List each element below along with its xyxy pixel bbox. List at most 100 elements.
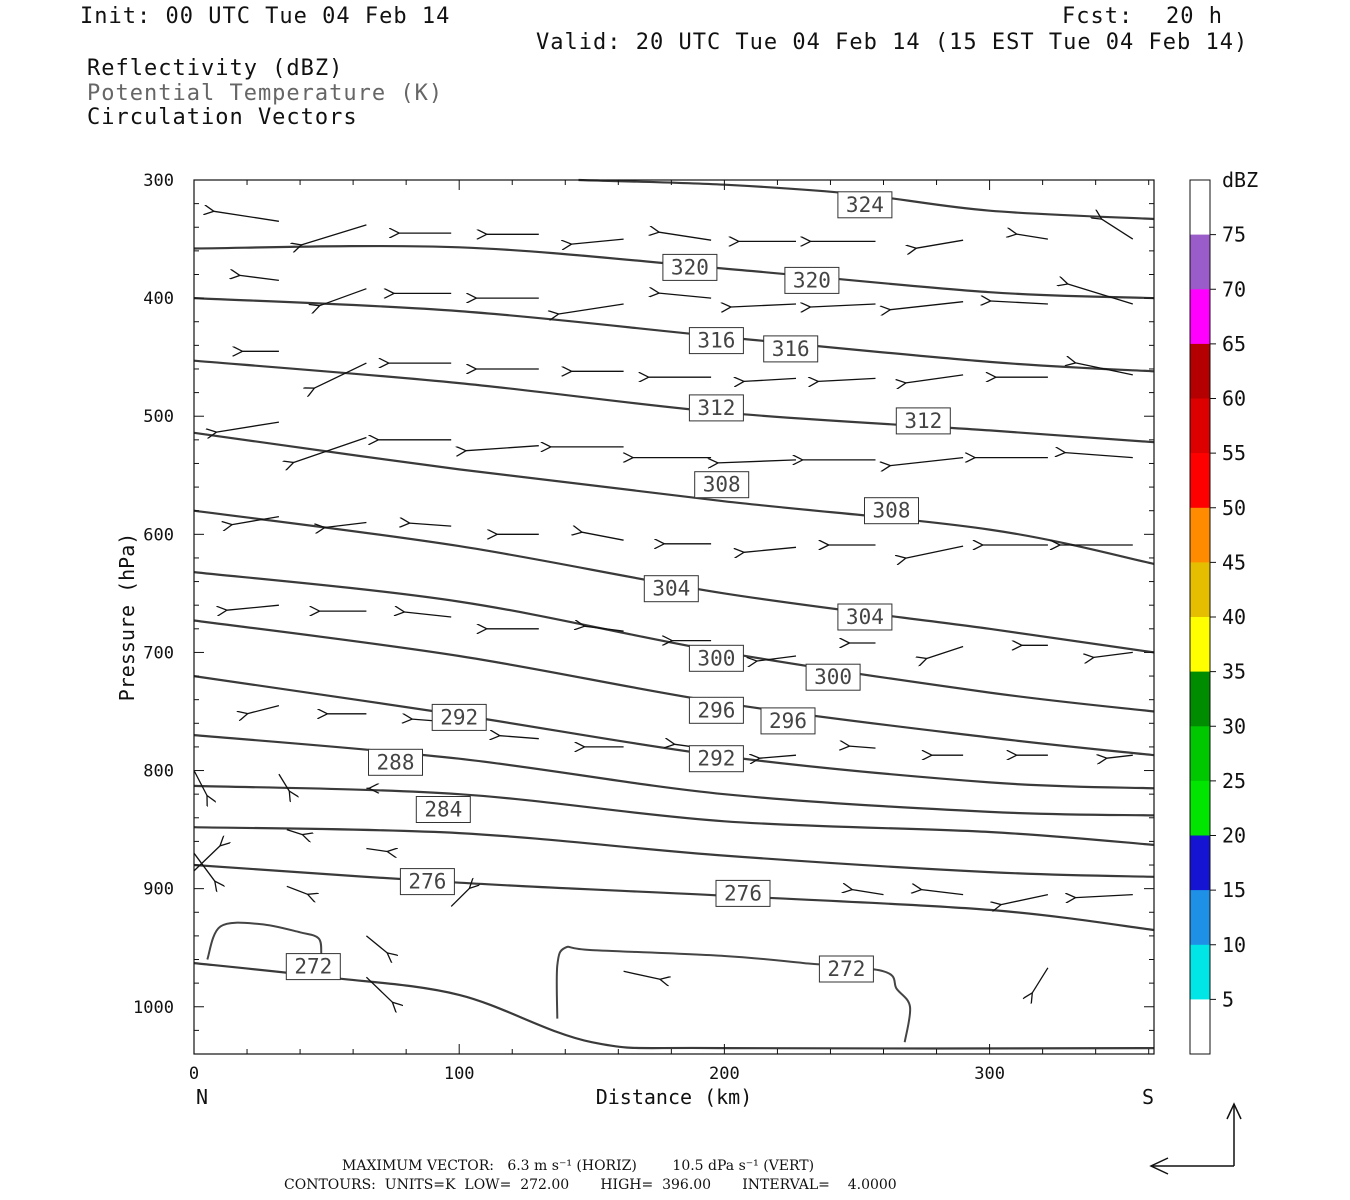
circulation-vector xyxy=(991,301,1048,304)
x-tick-label: 300 xyxy=(974,1064,1005,1084)
contour-label: 308 xyxy=(703,473,741,497)
colorbar-label: 50 xyxy=(1222,496,1246,520)
circulation-vectors xyxy=(193,211,1134,1002)
colorbar-title: dBZ xyxy=(1222,168,1258,192)
circulation-vector xyxy=(450,888,469,907)
circulation-vector xyxy=(916,239,964,248)
contour-label: 312 xyxy=(697,396,735,420)
contour-label-box xyxy=(837,603,893,631)
circulation-vector xyxy=(1076,895,1133,898)
circulation-vector xyxy=(1107,755,1133,758)
contour-label-box xyxy=(688,394,744,422)
circulation-vector xyxy=(760,755,797,758)
contour-label-box xyxy=(688,696,744,724)
x-right-label: S xyxy=(1142,1085,1154,1109)
colorbar-label: 35 xyxy=(1222,660,1246,684)
fcst-label: Fcst: xyxy=(1062,4,1134,29)
circulation-vector xyxy=(294,436,367,463)
colorbar-label: 55 xyxy=(1222,441,1246,465)
colorbar-segment xyxy=(1190,780,1210,836)
x-tick-label: 100 xyxy=(444,1064,475,1084)
contour-label: 320 xyxy=(671,255,709,279)
circulation-vector xyxy=(850,746,876,748)
field-vectors: Circulation Vectors xyxy=(87,105,358,130)
contour-label: 284 xyxy=(424,798,462,822)
x-axis-title: Distance (km) xyxy=(596,1085,753,1109)
circulation-vector xyxy=(623,970,660,979)
circulation-vector xyxy=(890,301,964,310)
circulation-vector xyxy=(286,828,303,835)
contour-label: 316 xyxy=(697,329,735,353)
theta-contours xyxy=(193,178,1155,1050)
circulation-vector xyxy=(320,288,367,306)
colorbar-label: 20 xyxy=(1222,824,1246,848)
circulation-vector xyxy=(1032,967,1049,993)
colorbar-segment xyxy=(1190,835,1210,891)
theta-contour-276 xyxy=(193,863,1155,932)
circulation-vector xyxy=(659,232,712,241)
circulation-vector xyxy=(193,770,207,796)
contour-label-box xyxy=(368,748,423,776)
colorbar-label: 75 xyxy=(1222,223,1246,247)
contour-label-box xyxy=(818,955,874,983)
theta-contour-312 xyxy=(193,359,1155,444)
theta-contour-288 xyxy=(193,734,1155,817)
contour-label-box xyxy=(688,745,744,773)
contour-label: 272 xyxy=(294,955,332,979)
circulation-vector xyxy=(1094,651,1133,657)
circulation-vector xyxy=(559,303,624,314)
circulation-vector xyxy=(365,976,392,1002)
circulation-vector xyxy=(193,852,215,881)
theta-contour-280 xyxy=(193,826,1155,878)
circulation-vector xyxy=(890,456,964,466)
colorbar-segment xyxy=(1190,617,1210,673)
circulation-vector xyxy=(325,521,367,528)
colorbar-label: 25 xyxy=(1222,769,1246,793)
colorbar-label: 40 xyxy=(1222,605,1246,629)
circulation-vector xyxy=(1068,284,1133,305)
field-theta: Potential Temperature (K) xyxy=(87,81,444,106)
circulation-vector xyxy=(404,612,452,618)
y-tick-label: 800 xyxy=(143,762,174,782)
contour-label-box xyxy=(662,253,718,281)
circulation-vector xyxy=(366,849,387,852)
contour-label: 272 xyxy=(827,957,865,981)
circulation-vector xyxy=(906,545,964,558)
contour-label-box xyxy=(864,497,919,525)
circulation-vector xyxy=(301,224,367,245)
circulation-vector xyxy=(1102,219,1134,240)
contour-label: 276 xyxy=(724,881,762,905)
init-label: Init: 00 UTC Tue 04 Feb 14 xyxy=(80,4,451,29)
colorbar-label: 65 xyxy=(1222,332,1246,356)
colorbar-label: 5 xyxy=(1222,987,1234,1011)
contour-label-box xyxy=(694,471,750,499)
colorbar-label: 60 xyxy=(1222,387,1246,411)
contour-label-box xyxy=(688,644,744,672)
echo-outlines xyxy=(206,921,912,1043)
y-tick-label: 300 xyxy=(143,171,174,191)
contour-label: 292 xyxy=(697,747,735,771)
circulation-vector xyxy=(314,362,367,388)
contour-label-box xyxy=(431,703,487,731)
circulation-vector xyxy=(852,890,884,896)
circulation-vector xyxy=(811,304,876,307)
circulation-vector xyxy=(286,885,308,894)
circulation-vector xyxy=(217,421,280,432)
colorbar-label: 70 xyxy=(1222,277,1246,301)
theta-contour-316 xyxy=(193,297,1155,373)
contour-label: 288 xyxy=(377,750,415,774)
contour-label: 296 xyxy=(697,698,735,722)
plot-frame xyxy=(193,179,1155,1055)
circulation-vector xyxy=(818,378,876,381)
y-tick-label: 400 xyxy=(143,289,174,309)
contour-label: 300 xyxy=(697,646,735,670)
colorbar-segment xyxy=(1190,944,1210,1000)
contour-label-box xyxy=(895,407,951,435)
circulation-vector xyxy=(214,211,279,222)
circulation-vector xyxy=(500,736,539,739)
fcst-value: 20 h xyxy=(1166,4,1223,29)
colorbar-segment xyxy=(1190,562,1210,618)
contour-label-box xyxy=(763,335,819,363)
theta-contour-304 xyxy=(193,509,1155,654)
circulation-vector xyxy=(1001,893,1049,905)
